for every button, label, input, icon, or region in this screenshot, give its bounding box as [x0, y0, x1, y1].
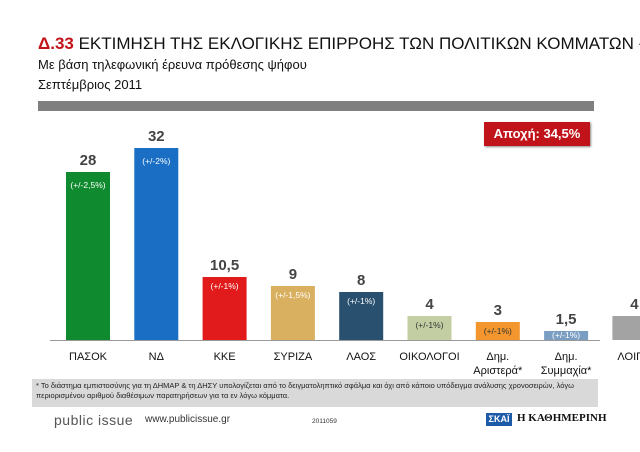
value-label-5: 4: [425, 296, 434, 313]
category-label-7-0: Δημ.: [555, 351, 578, 363]
category-label-7-1: Συμμαχία*: [541, 365, 592, 377]
bar-4: [339, 292, 384, 340]
margin-label-2: (+/-1%): [211, 281, 239, 291]
bar-3: [270, 286, 315, 340]
margin-label-5: (+/-1%): [415, 320, 443, 330]
category-label-6-0: Δημ.: [486, 351, 509, 363]
category-label-6-1: Αριστερά*: [473, 365, 523, 377]
margin-label-3: (+/-1,5%): [275, 290, 310, 300]
margin-label-6: (+/-1%): [484, 326, 512, 336]
margin-label-1: (+/-2%): [142, 156, 170, 166]
abstention-badge: Αποχή: 34,5%: [484, 122, 590, 146]
category-label-5-0: ΟΙΚΟΛΟΓΟΙ: [399, 351, 459, 363]
value-label-1: 32: [148, 128, 165, 145]
value-label-3: 9: [289, 266, 297, 283]
bar-7: [544, 331, 589, 340]
bar-8: [612, 316, 640, 340]
chart-title: Δ.33 ΕΚΤΙΜΗΣΗ ΤΗΣ ΕΚΛΟΓΙΚΗΣ ΕΠΙΡΡΟΗΣ ΤΩΝ…: [38, 34, 640, 54]
brand-logo: public issue: [54, 412, 134, 428]
bar-chart: 28 (+/-2,5%) ΠΑΣΟΚ 32 (+/-2%) ΝΔ 10,5 (+/-1%) ΚΚ…: [50, 128, 640, 377]
value-label-4: 8: [357, 272, 365, 289]
footnote: * Το διάστημα εμπιστοσύνης για τη ΔΗΜΑΡ …: [32, 379, 598, 407]
value-label-8: 4: [630, 296, 639, 313]
bar-2: [202, 277, 247, 340]
category-label-2-0: ΚΚΕ: [214, 351, 236, 363]
margin-label-0: (+/-2,5%): [70, 180, 105, 190]
bar-6: [475, 322, 520, 340]
chart-number: Δ.33: [38, 34, 74, 53]
category-label-3-0: ΣΥΡΙΖΑ: [274, 351, 313, 363]
chart-subtitle: Με βάση τηλεφωνική έρευνα πρόθεσης ψήφου: [38, 57, 307, 72]
bar-5: [407, 316, 452, 340]
category-label-4-0: ΛΑΟΣ: [346, 351, 376, 363]
kathimerini-logo: Η ΚΑΘΗΜΕΡΙΝΗ: [517, 412, 607, 424]
report-code: 2011059: [312, 418, 337, 425]
value-label-0: 28: [80, 152, 97, 169]
website-link: www.publicissue.gr: [145, 414, 231, 425]
margin-label-7: (+/-1%): [552, 330, 580, 340]
header-divider: [38, 101, 594, 111]
bar-1: [134, 148, 179, 340]
category-label-1-0: ΝΔ: [149, 351, 165, 363]
margin-label-4: (+/-1%): [347, 296, 375, 306]
bar-0: [66, 172, 110, 340]
chart-title-text: ΕΚΤΙΜΗΣΗ ΤΗΣ ΕΚΛΟΓΙΚΗΣ ΕΠΙΡΡΟΗΣ ΤΩΝ ΠΟΛΙ…: [78, 34, 640, 53]
value-label-2: 10,5: [210, 257, 239, 274]
category-label-0-0: ΠΑΣΟΚ: [69, 351, 108, 363]
value-label-6: 3: [494, 302, 502, 319]
category-label-8-0: ΛΟΙΠΑ: [617, 351, 640, 363]
skai-logo: ΣΚΑΪ: [486, 413, 512, 426]
value-label-7: 1,5: [556, 311, 577, 328]
chart-date: Σεπτέμβριος 2011: [38, 77, 143, 92]
